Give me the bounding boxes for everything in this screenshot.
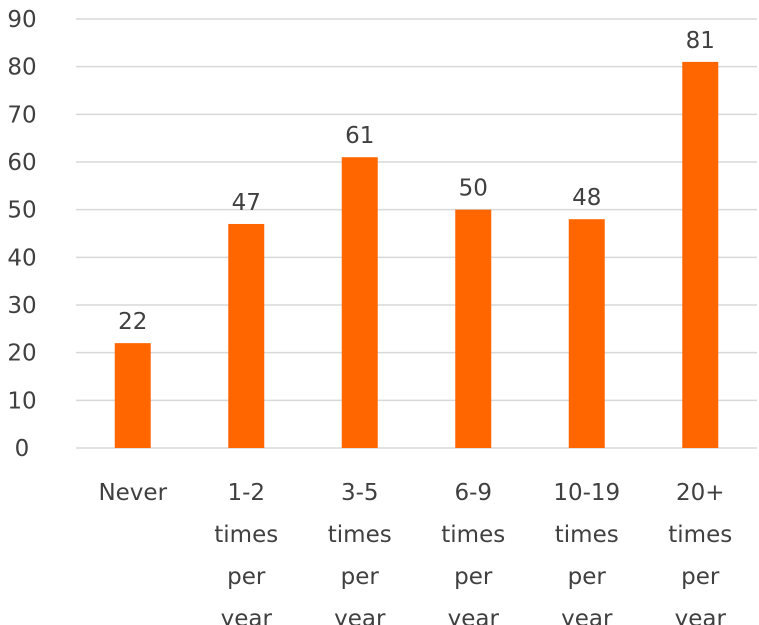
- data-label: 47: [232, 190, 261, 216]
- bar: [114, 343, 151, 448]
- bar: [455, 209, 492, 448]
- x-tick-label-line: per: [227, 564, 266, 590]
- bar: [568, 219, 605, 448]
- x-tick-label-line: times: [328, 522, 392, 548]
- x-tick-label-line: per: [341, 564, 380, 590]
- y-tick-label: 0: [15, 436, 30, 462]
- x-category-label: 20+ times per year: [668, 480, 732, 625]
- data-label: 61: [345, 123, 374, 149]
- y-tick-label: 80: [7, 55, 36, 81]
- x-tick-label-line: times: [441, 522, 505, 548]
- gridlines: [76, 18, 757, 449]
- x-category-label: 3-5 times per year: [328, 480, 392, 625]
- data-label: 81: [686, 28, 715, 54]
- x-tick-label-line: year: [334, 606, 386, 625]
- y-tick-label: 40: [7, 245, 36, 271]
- x-tick-label-line: Never: [98, 480, 167, 506]
- x-category-label: Never: [98, 480, 167, 506]
- y-tick-label: 10: [7, 388, 36, 414]
- bar: [682, 61, 719, 449]
- y-tick-label: 60: [7, 150, 36, 176]
- bar: [228, 223, 265, 448]
- y-tick-label: 20: [7, 341, 36, 367]
- x-tick-label-line: per: [454, 564, 493, 590]
- x-category-label: 10-19 times per year: [553, 480, 620, 625]
- y-axis: 0 10 20 30 40 50 60 70 80 90: [7, 7, 36, 462]
- x-tick-label-line: times: [668, 522, 732, 548]
- x-tick-label-line: 6-9: [454, 480, 492, 506]
- data-label: 48: [572, 185, 601, 211]
- data-label: 22: [118, 309, 147, 335]
- bar: [341, 157, 378, 448]
- x-tick-label-line: year: [448, 606, 500, 625]
- x-tick-label-line: times: [555, 522, 619, 548]
- y-tick-label: 70: [7, 102, 36, 128]
- x-category-label: 6-9 times per year: [441, 480, 505, 625]
- x-tick-label-line: 3-5: [341, 480, 379, 506]
- x-category-label: 1-2 times per year: [214, 480, 278, 625]
- x-tick-label-line: year: [561, 606, 613, 625]
- bars: [114, 61, 719, 449]
- x-axis: Never 1-2 times per year 3-5 times per year 6-9 ti…: [98, 480, 732, 625]
- y-tick-label: 90: [7, 7, 36, 33]
- data-labels: 22 47 61 50 48 81: [118, 28, 715, 335]
- data-label: 50: [459, 176, 488, 202]
- x-tick-label-line: per: [568, 564, 607, 590]
- y-tick-label: 50: [7, 198, 36, 224]
- x-tick-label-line: times: [214, 522, 278, 548]
- x-tick-label-line: year: [221, 606, 273, 625]
- x-tick-label-line: year: [675, 606, 727, 625]
- x-tick-label-line: 20+: [676, 480, 725, 506]
- y-tick-label: 30: [7, 293, 36, 319]
- x-tick-label-line: 1-2: [227, 480, 265, 506]
- x-tick-label-line: 10-19: [553, 480, 620, 506]
- x-tick-label-line: per: [681, 564, 720, 590]
